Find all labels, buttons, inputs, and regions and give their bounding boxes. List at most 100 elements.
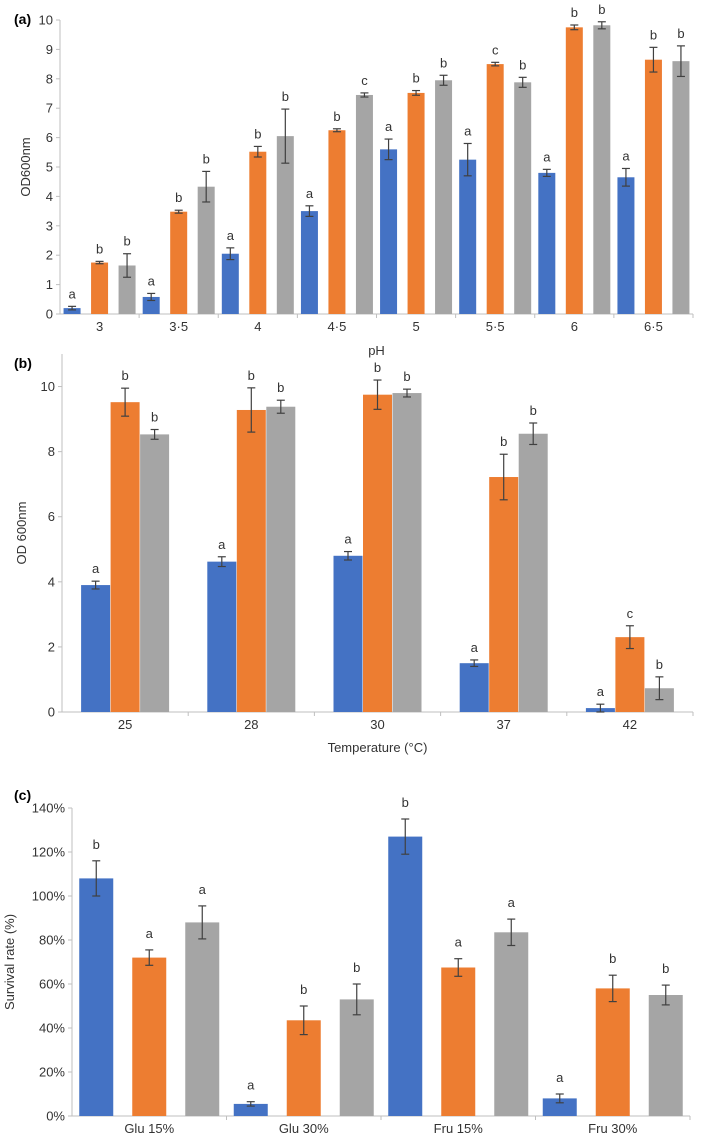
y-tick-label: 9	[46, 42, 53, 57]
bar-series-2	[249, 151, 267, 314]
x-tick-label: 5·5	[486, 319, 505, 334]
y-tick-label: 1	[46, 277, 53, 292]
significance-letter: b	[440, 55, 447, 70]
bar-series-3	[435, 80, 453, 315]
y-tick-label: 10	[41, 379, 55, 394]
bar-series-3	[494, 932, 529, 1116]
bar-series-2	[363, 394, 392, 712]
x-tick-label: 37	[496, 717, 510, 732]
panel-label: (c)	[14, 787, 31, 803]
significance-letter: b	[530, 403, 537, 418]
bar-series-3	[266, 406, 296, 712]
bar-series-2	[595, 988, 630, 1116]
significance-letter: a	[622, 148, 630, 163]
y-tick-label: 120%	[32, 845, 66, 860]
significance-letter: b	[353, 960, 360, 975]
bar-series-1	[300, 211, 318, 314]
bar-series-1	[538, 172, 556, 314]
significance-letter: a	[597, 684, 605, 699]
significance-letter: c	[627, 606, 634, 621]
y-tick-label: 100%	[32, 889, 66, 904]
x-tick-label: 42	[623, 717, 637, 732]
x-tick-label: 28	[244, 717, 258, 732]
significance-letter: b	[151, 410, 158, 425]
y-tick-label: 6	[46, 130, 53, 145]
bar-series-2	[328, 130, 346, 314]
bar-series-1	[207, 561, 237, 712]
significance-letter: b	[277, 380, 284, 395]
significance-letter: b	[500, 434, 507, 449]
x-tick-label: 3·5	[169, 319, 188, 334]
significance-letter: a	[227, 228, 235, 243]
x-tick-label: Glu 30%	[279, 1121, 329, 1136]
chart-panel-b-temperature: (b) 0 2 4 6 8 10 OD 600nm Temperature (°C) 25 a b b 2…	[14, 354, 694, 755]
significance-letter: b	[203, 151, 210, 166]
bar-series-3	[355, 94, 373, 314]
y-tick-label: 20%	[39, 1065, 65, 1080]
bar-series-1	[333, 555, 363, 712]
significance-letter: a	[385, 119, 393, 134]
significance-letter: b	[662, 961, 669, 976]
bar-series-1	[459, 159, 477, 314]
y-tick-label: 7	[46, 101, 53, 116]
significance-letter: b	[403, 369, 410, 384]
significance-letter: c	[492, 42, 499, 57]
bar-series-2	[132, 957, 167, 1116]
significance-letter: b	[175, 190, 182, 205]
bar-series-2	[644, 59, 662, 314]
significance-letter: b	[254, 126, 261, 141]
bar-series-2	[565, 27, 583, 314]
significance-letter: b	[571, 5, 578, 20]
y-tick-label: 5	[46, 160, 53, 175]
significance-letter: b	[598, 2, 605, 17]
y-tick-label: 6	[48, 509, 55, 524]
bar-series-3	[392, 393, 422, 712]
y-axis-title: OD600nm	[18, 137, 33, 196]
bar-series-3	[339, 999, 374, 1116]
bar-series-1	[142, 296, 160, 314]
bar-series-2	[110, 402, 140, 712]
x-tick-label: 4	[254, 319, 261, 334]
x-tick-label: Glu 15%	[124, 1121, 174, 1136]
significance-letter: b	[656, 657, 663, 672]
x-axis-title: pH	[368, 343, 385, 358]
significance-letter: a	[344, 532, 352, 547]
y-tick-label: 2	[46, 248, 53, 263]
y-axis-title: OD 600nm	[14, 502, 29, 565]
significance-letter: b	[333, 109, 340, 124]
significance-letter: b	[96, 241, 103, 256]
y-tick-label: 140%	[32, 801, 66, 816]
bar-series-1	[617, 177, 635, 314]
x-tick-label: 5	[412, 319, 419, 334]
bar-series-1	[63, 308, 81, 314]
significance-letter: a	[148, 273, 156, 288]
bar-series-2	[170, 211, 188, 314]
significance-letter: b	[93, 837, 100, 852]
bar-series-1	[221, 253, 239, 314]
bar-series-1	[459, 663, 489, 712]
bar-series-3	[185, 922, 220, 1116]
x-tick-label: Fru 30%	[588, 1121, 638, 1136]
x-tick-label: 3	[96, 319, 103, 334]
significance-letter: a	[508, 895, 516, 910]
bar-series-2	[489, 477, 519, 712]
significance-letter: b	[609, 951, 616, 966]
significance-letter: b	[677, 26, 684, 41]
significance-letter: a	[306, 186, 314, 201]
bar-series-1	[542, 1098, 577, 1116]
significance-letter: a	[464, 123, 472, 138]
y-tick-label: 80%	[39, 933, 65, 948]
bar-series-3	[518, 433, 548, 712]
significance-letter: b	[412, 71, 419, 86]
significance-letter: b	[282, 89, 289, 104]
y-tick-label: 40%	[39, 1021, 65, 1036]
bar-series-2	[486, 64, 504, 314]
y-tick-label: 8	[48, 444, 55, 459]
significance-letter: a	[543, 149, 551, 164]
y-tick-label: 3	[46, 218, 53, 233]
bar-series-3	[118, 265, 136, 314]
y-tick-label: 60%	[39, 977, 65, 992]
y-tick-label: 2	[48, 639, 55, 654]
y-tick-label: 8	[46, 71, 53, 86]
x-axis-title: Temperature (°C)	[328, 740, 428, 755]
